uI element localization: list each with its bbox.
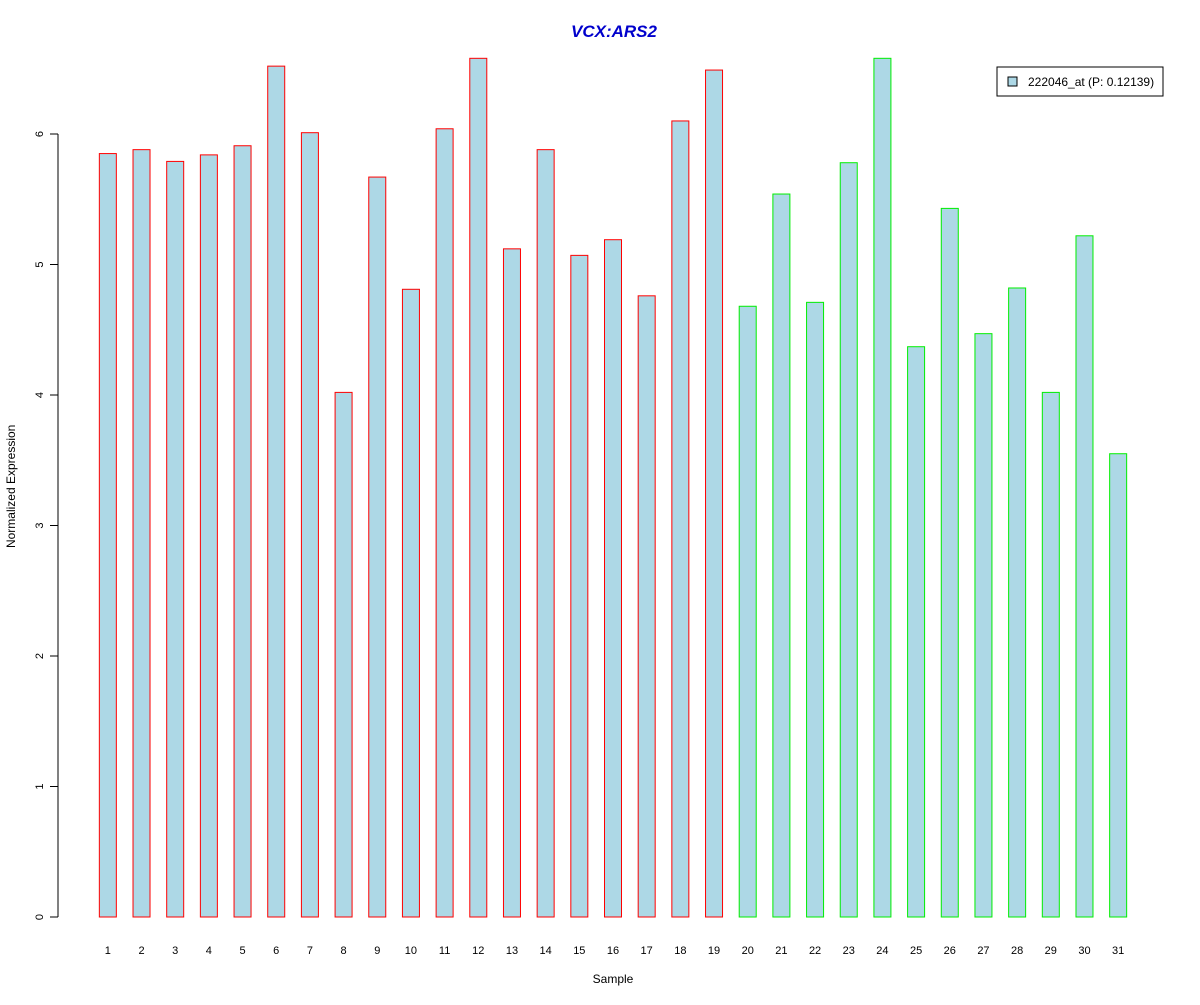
x-tick-label: 24 xyxy=(876,945,888,957)
y-axis-label: Normalized Expression xyxy=(4,425,18,548)
bar-sample-1 xyxy=(98,153,117,918)
bar-sample-17 xyxy=(637,295,656,918)
x-tick-label: 5 xyxy=(239,945,245,957)
x-tick-label: 21 xyxy=(775,945,787,957)
y-tick-label: 2 xyxy=(34,653,46,659)
x-tick-label: 14 xyxy=(540,945,552,957)
bar-sample-20 xyxy=(738,305,757,918)
y-tick-label: 4 xyxy=(34,392,46,398)
x-axis-label: Sample xyxy=(593,972,634,986)
x-tick-label: 31 xyxy=(1112,945,1124,957)
bar-sample-23 xyxy=(839,162,858,918)
x-tick-label: 19 xyxy=(708,945,720,957)
x-tick-label: 8 xyxy=(341,945,347,957)
bar-sample-28 xyxy=(1008,287,1027,918)
x-tick-label: 18 xyxy=(674,945,686,957)
x-tick-label: 30 xyxy=(1078,945,1090,957)
legend-entry: 222046_at (P: 0.12139) xyxy=(1028,75,1154,89)
bar-sample-27 xyxy=(974,333,993,918)
bar-sample-2 xyxy=(132,149,151,918)
y-tick-label: 6 xyxy=(34,131,46,137)
bar-sample-11 xyxy=(435,128,454,918)
bars-group xyxy=(98,57,1128,918)
y-tick-label: 5 xyxy=(34,261,46,267)
chart-title: VCX:ARS2 xyxy=(571,22,658,41)
x-tick-label: 25 xyxy=(910,945,922,957)
x-tick-label: 26 xyxy=(944,945,956,957)
legend-box xyxy=(996,66,1164,97)
x-tick-label: 12 xyxy=(472,945,484,957)
bar-sample-10 xyxy=(401,288,420,918)
x-tick-label: 13 xyxy=(506,945,518,957)
bar-sample-31 xyxy=(1109,453,1128,918)
x-tick-label: 7 xyxy=(307,945,313,957)
bar-sample-3 xyxy=(166,160,185,918)
bar-sample-30 xyxy=(1075,235,1094,918)
legend-swatch xyxy=(1007,76,1018,87)
y-tick-label: 1 xyxy=(34,783,46,789)
bar-sample-22 xyxy=(806,301,825,918)
bar-sample-4 xyxy=(199,154,218,918)
bar-sample-8 xyxy=(334,391,353,918)
bar-sample-5 xyxy=(233,145,252,918)
bar-sample-9 xyxy=(368,176,387,918)
x-tick-label: 10 xyxy=(405,945,417,957)
x-tick-label: 28 xyxy=(1011,945,1023,957)
x-tick-labels: 1 2 3 4 5 6 7 8 9 10 11 12 13 14 15 16 17 18 19 20 21 22 23 24 2… xyxy=(105,945,1125,957)
bar-sample-18 xyxy=(671,120,690,918)
bar-sample-19 xyxy=(705,69,724,918)
y-tick-label: 3 xyxy=(34,522,46,528)
x-tick-label: 16 xyxy=(607,945,619,957)
x-tick-label: 27 xyxy=(977,945,989,957)
bar-sample-26 xyxy=(940,207,959,918)
bar-sample-29 xyxy=(1041,391,1060,918)
x-tick-label: 9 xyxy=(374,945,380,957)
x-tick-label: 3 xyxy=(172,945,178,957)
bar-sample-24 xyxy=(873,57,892,918)
x-tick-label: 23 xyxy=(843,945,855,957)
y-tick-label: 0 xyxy=(34,914,46,920)
x-tick-label: 17 xyxy=(641,945,653,957)
bar-sample-12 xyxy=(469,57,488,918)
x-tick-label: 20 xyxy=(742,945,754,957)
y-axis: 0 1 2 3 4 5 6 xyxy=(34,131,59,920)
x-tick-label: 11 xyxy=(439,945,450,957)
bar-sample-25 xyxy=(907,346,926,918)
x-tick-label: 29 xyxy=(1045,945,1057,957)
x-tick-label: 4 xyxy=(206,945,212,957)
x-tick-label: 22 xyxy=(809,945,821,957)
x-tick-label: 6 xyxy=(273,945,279,957)
bar-sample-13 xyxy=(502,248,521,918)
bar-sample-14 xyxy=(536,149,555,918)
bar-sample-16 xyxy=(604,239,622,918)
x-tick-label: 1 xyxy=(105,945,111,957)
bar-sample-7 xyxy=(300,132,319,918)
x-tick-label: 2 xyxy=(138,945,144,957)
bar-sample-15 xyxy=(570,254,589,918)
bar-sample-6 xyxy=(267,65,286,918)
x-tick-label: 15 xyxy=(573,945,585,957)
bar-sample-21 xyxy=(772,193,791,918)
legend: 222046_at (P: 0.12139) xyxy=(996,66,1164,97)
